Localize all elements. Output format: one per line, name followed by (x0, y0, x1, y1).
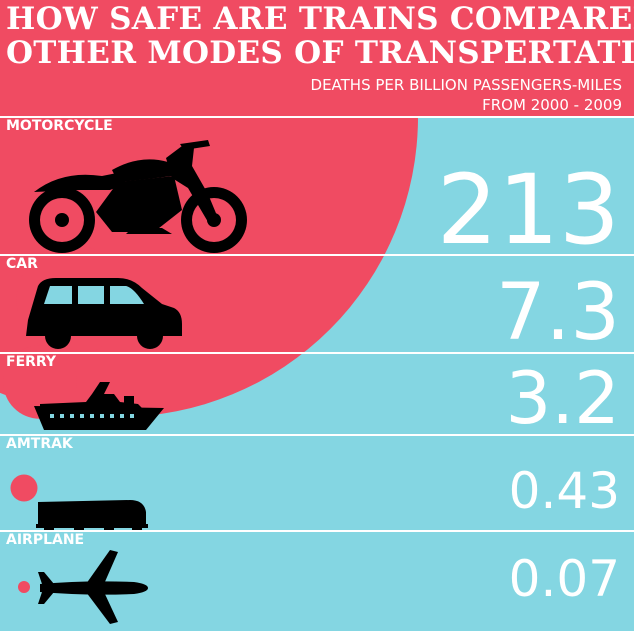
row-airplane: AIRPLANE 0.07 (0, 530, 634, 631)
bubble-ferry (3, 345, 77, 419)
value-label: 7.3 (495, 268, 620, 358)
category-label: MOTORCYCLE (6, 118, 113, 134)
category-label: AMTRAK (6, 436, 73, 452)
car-icon (26, 278, 182, 349)
value-label: 0.07 (508, 550, 620, 608)
value-label: 213 (436, 154, 620, 266)
bubble-amtrak (10, 474, 38, 502)
train-icon (36, 500, 148, 530)
subtitle-line-1: DEATHS PER BILLION PASSENGERS-MILES (310, 76, 622, 94)
motorcycle-icon (29, 140, 247, 253)
category-label: CAR (6, 256, 38, 272)
row-amtrak: AMTRAK 0.43 (0, 434, 634, 530)
row-ferry: FERRY 3.2 (0, 352, 634, 434)
value-label: 0.43 (508, 462, 620, 520)
ferry-icon (34, 382, 164, 430)
row-divider (0, 254, 634, 256)
row-motorcycle: MOTORCYCLE 213 (0, 116, 634, 258)
bubble-airplane (18, 581, 30, 593)
row-divider (0, 530, 634, 532)
title-line-1: HOW SAFE ARE TRAINS COMPARED TO (6, 1, 634, 37)
row-divider (0, 434, 634, 436)
row-divider (0, 352, 634, 354)
category-label: AIRPLANE (6, 532, 85, 548)
value-label: 3.2 (505, 356, 620, 440)
airplane-icon (38, 550, 148, 624)
category-label: FERRY (6, 354, 57, 370)
title-line-2: OTHER MODES OF TRANSPERTATION? (6, 35, 634, 71)
header: HOW SAFE ARE TRAINS COMPARED TO OTHER MO… (0, 0, 634, 116)
subtitle-line-2: FROM 2000 - 2009 (482, 96, 622, 114)
row-divider (0, 116, 634, 118)
row-car: CAR 7.3 (0, 254, 634, 352)
